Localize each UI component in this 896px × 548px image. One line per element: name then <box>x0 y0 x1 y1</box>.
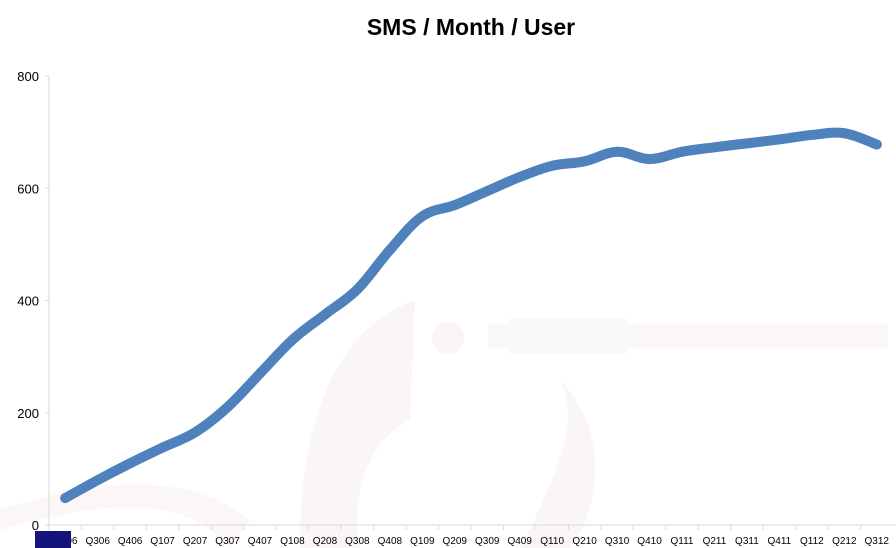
data-point <box>157 442 168 453</box>
x-tick-label: Q407 <box>248 536 273 547</box>
corner-marker <box>35 531 71 548</box>
x-tick-label: Q207 <box>183 536 208 547</box>
x-tick-label: Q111 <box>671 536 694 547</box>
x-tick-label: Q408 <box>378 536 403 547</box>
data-point <box>60 493 71 504</box>
data-point <box>612 146 623 157</box>
y-tick-label: 200 <box>17 406 39 421</box>
data-point <box>579 156 590 167</box>
series-line <box>60 127 882 504</box>
data-point <box>709 142 720 153</box>
x-tick-labels: Q206Q306Q406Q107Q207Q307Q407Q108Q208Q308… <box>48 525 890 547</box>
x-tick-label: Q209 <box>443 536 468 547</box>
data-point <box>352 284 363 295</box>
background-watermark <box>0 300 888 548</box>
x-tick-label: Q410 <box>637 536 662 547</box>
x-tick-label: Q110 <box>540 536 564 547</box>
y-tick-label: 0 <box>32 518 39 533</box>
data-point <box>190 427 201 438</box>
x-tick-label: Q310 <box>605 536 630 547</box>
x-tick-label: Q307 <box>215 536 240 547</box>
data-point <box>677 146 687 157</box>
data-point <box>287 334 298 345</box>
x-tick-label: Q211 <box>703 536 727 547</box>
data-point <box>384 244 395 255</box>
data-point <box>92 475 103 486</box>
x-tick-label: Q406 <box>118 536 143 547</box>
x-tick-label: Q107 <box>150 536 175 547</box>
y-tick-label: 600 <box>17 181 39 196</box>
y-tick-label: 400 <box>17 294 39 309</box>
x-tick-label: Q210 <box>572 536 597 547</box>
x-tick-label: Q308 <box>345 536 370 547</box>
data-point <box>547 160 558 171</box>
x-tick-label: Q309 <box>475 536 500 547</box>
data-point <box>222 402 233 413</box>
chart-title: SMS / Month / User <box>367 14 575 40</box>
x-tick-label: Q306 <box>85 536 110 547</box>
x-tick-label: Q312 <box>865 536 890 547</box>
data-point <box>319 309 330 320</box>
series-layer <box>60 127 882 504</box>
data-point <box>449 200 460 211</box>
x-tick-label: Q109 <box>410 536 435 547</box>
y-tick-label: 800 <box>17 69 39 84</box>
data-point <box>255 368 265 379</box>
x-tick-label: Q212 <box>832 536 857 547</box>
data-point <box>482 186 493 197</box>
data-point <box>417 211 428 222</box>
data-point <box>125 458 136 469</box>
x-tick-label: Q108 <box>280 536 305 547</box>
x-tick-label: Q409 <box>507 536 532 547</box>
x-tick-label: Q112 <box>800 536 824 547</box>
x-tick-label: Q208 <box>313 536 338 547</box>
data-point <box>644 154 655 165</box>
x-tick-label: Q311 <box>735 536 759 547</box>
data-point <box>839 128 850 139</box>
x-tick-label: Q411 <box>768 536 792 547</box>
data-point <box>741 138 752 149</box>
data-point <box>774 134 785 145</box>
data-point <box>871 139 882 150</box>
data-point <box>806 129 817 140</box>
y-tick-labels: 0 200 400 600 800 <box>17 69 49 533</box>
data-point <box>514 172 525 183</box>
